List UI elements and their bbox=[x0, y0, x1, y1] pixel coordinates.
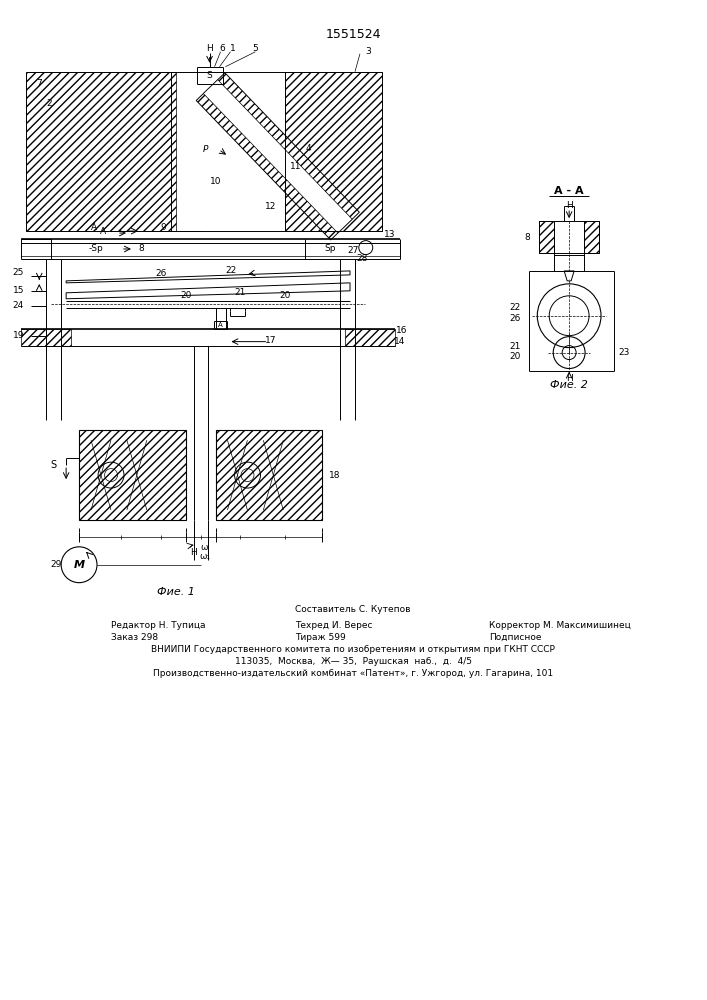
Text: ω: ω bbox=[201, 543, 209, 552]
Text: 25: 25 bbox=[13, 268, 24, 277]
Text: 22: 22 bbox=[225, 266, 236, 275]
Text: 26: 26 bbox=[155, 269, 166, 278]
Text: A: A bbox=[100, 227, 106, 236]
Text: M: M bbox=[74, 560, 85, 570]
Text: 29: 29 bbox=[50, 560, 62, 569]
Polygon shape bbox=[197, 73, 359, 240]
Text: 27: 27 bbox=[347, 246, 358, 255]
Text: Составитель С. Кутепов: Составитель С. Кутепов bbox=[296, 605, 411, 614]
Text: 26: 26 bbox=[510, 314, 521, 323]
Text: 6: 6 bbox=[220, 44, 226, 53]
Text: Заказ 298: Заказ 298 bbox=[111, 633, 158, 642]
Bar bbox=[285, 72, 382, 231]
Text: 20: 20 bbox=[180, 291, 192, 300]
Text: Корректор М. Максимишинец: Корректор М. Максимишинец bbox=[489, 621, 631, 630]
Bar bbox=[345, 329, 395, 346]
Text: 13: 13 bbox=[384, 230, 396, 239]
Text: P: P bbox=[203, 145, 209, 154]
Text: A: A bbox=[218, 322, 223, 328]
Text: 3: 3 bbox=[365, 47, 370, 56]
Text: H: H bbox=[206, 44, 213, 53]
Text: 5: 5 bbox=[252, 44, 258, 53]
Text: Тираж 599: Тираж 599 bbox=[296, 633, 346, 642]
Text: -Sp: -Sp bbox=[88, 244, 103, 253]
Bar bbox=[79, 430, 186, 520]
Bar bbox=[21, 329, 71, 346]
Text: Редактор Н. Тупица: Редактор Н. Тупица bbox=[111, 621, 206, 630]
Text: Фие. 2: Фие. 2 bbox=[550, 380, 588, 390]
Text: H: H bbox=[190, 548, 197, 557]
Text: 1551524: 1551524 bbox=[325, 28, 381, 41]
Text: 11: 11 bbox=[289, 162, 301, 171]
Text: 20: 20 bbox=[510, 352, 521, 361]
Bar bbox=[216, 430, 322, 520]
Text: Производственно-издательский комбинат «Патент», г. Ужгород, ул. Гагарина, 101: Производственно-издательский комбинат «П… bbox=[153, 669, 553, 678]
Text: S: S bbox=[206, 71, 212, 80]
Text: Sp: Sp bbox=[325, 244, 336, 253]
Text: H: H bbox=[566, 374, 573, 383]
Text: 113035,  Москва,  Ж— 35,  Раушская  наб.,  д.  4/5: 113035, Москва, Ж— 35, Раушская наб., д.… bbox=[235, 657, 472, 666]
Bar bbox=[584, 221, 599, 253]
Polygon shape bbox=[66, 283, 350, 299]
Text: 17: 17 bbox=[264, 336, 276, 345]
Text: Фие. 1: Фие. 1 bbox=[157, 587, 194, 597]
Text: 28: 28 bbox=[356, 254, 368, 263]
Text: 10: 10 bbox=[210, 177, 221, 186]
Text: А - А: А - А bbox=[554, 186, 584, 196]
Text: 21: 21 bbox=[510, 342, 521, 351]
Text: 7: 7 bbox=[36, 79, 42, 88]
Text: A: A bbox=[91, 223, 97, 232]
Text: 24: 24 bbox=[13, 301, 24, 310]
Text: 14: 14 bbox=[394, 337, 406, 346]
Polygon shape bbox=[204, 80, 352, 233]
Text: 9: 9 bbox=[160, 223, 165, 232]
Polygon shape bbox=[66, 271, 350, 283]
Text: ω₁: ω₁ bbox=[199, 552, 210, 561]
Text: 2: 2 bbox=[47, 99, 52, 108]
Text: Техред И. Верес: Техред И. Верес bbox=[296, 621, 373, 630]
Bar bbox=[539, 221, 554, 253]
Text: H: H bbox=[566, 201, 573, 210]
Text: S: S bbox=[50, 460, 57, 470]
Text: 20: 20 bbox=[279, 291, 291, 300]
Text: 15: 15 bbox=[13, 286, 24, 295]
Text: 16: 16 bbox=[396, 326, 407, 335]
Polygon shape bbox=[564, 271, 574, 281]
Text: 21: 21 bbox=[235, 288, 246, 297]
Text: 1: 1 bbox=[230, 44, 235, 53]
Text: ВНИИПИ Государственного комитета по изобретениям и открытиям при ГКНТ СССР: ВНИИПИ Государственного комитета по изоб… bbox=[151, 645, 555, 654]
Text: 4: 4 bbox=[305, 144, 311, 153]
Text: 18: 18 bbox=[329, 471, 341, 480]
Text: 12: 12 bbox=[264, 202, 276, 211]
Text: 8: 8 bbox=[525, 233, 530, 242]
Text: 23: 23 bbox=[618, 348, 630, 357]
Text: 19: 19 bbox=[13, 331, 24, 340]
Bar bbox=[26, 72, 176, 231]
Text: Подписное: Подписное bbox=[489, 633, 542, 642]
Text: 22: 22 bbox=[510, 303, 521, 312]
Text: 8: 8 bbox=[138, 244, 144, 253]
